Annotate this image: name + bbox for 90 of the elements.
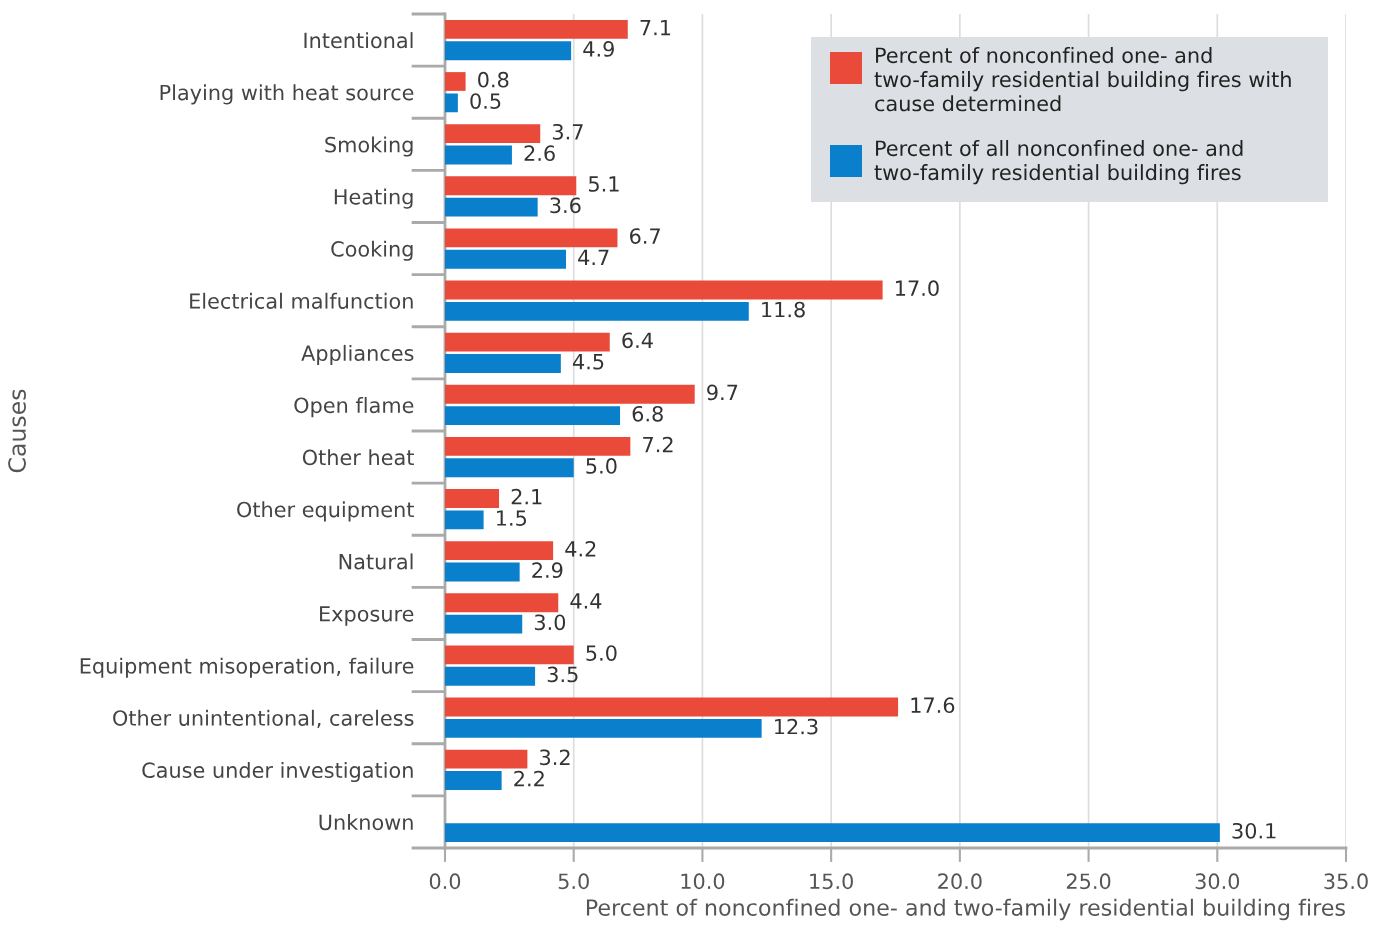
data-label: 4.2: [565, 540, 596, 557]
data-label: 2.2: [514, 770, 544, 787]
data-label: 5.0: [586, 645, 617, 661]
y-tick-label: Open flame: [294, 397, 414, 418]
data-label: 2.1: [511, 488, 542, 505]
y-tick-label: Cause under investigation: [142, 761, 413, 783]
y-tick-label: Playing with heat source: [160, 84, 414, 105]
data-label: 2.6: [524, 145, 555, 162]
bar: [445, 666, 536, 686]
data-label: 9.7: [707, 384, 738, 401]
data-label: 6.7: [630, 228, 660, 244]
bar: [445, 72, 466, 91]
x-tick-label: 20.0: [938, 873, 982, 890]
data-label: 11.8: [762, 301, 805, 318]
legend-label: Percent of all nonconfined one- and two-family residential building fires: [874, 140, 1243, 185]
bar: [445, 510, 484, 530]
bar: [445, 458, 574, 478]
bar: [445, 280, 883, 300]
bar: [445, 124, 541, 144]
y-tick-label: Intentional: [304, 32, 413, 49]
bar: [445, 406, 621, 426]
bar: [445, 645, 574, 665]
data-label: 0.8: [478, 71, 509, 88]
bar: [445, 436, 631, 456]
y-tick-label: Equipment misoperation, failure: [80, 657, 414, 678]
data-label: 3.7: [552, 123, 583, 140]
bar: [445, 749, 528, 769]
bar: [445, 93, 458, 113]
data-label: 17.0: [896, 280, 939, 297]
bar: [445, 823, 1220, 843]
x-tick-label: 25.0: [1066, 873, 1111, 890]
x-tick-label: 30.0: [1195, 873, 1240, 890]
data-label: 1.5: [497, 510, 527, 526]
y-tick-label: Smoking: [325, 136, 413, 157]
data-label: 4.7: [578, 249, 609, 265]
y-tick-label: Unknown: [319, 814, 413, 831]
data-label: 6.4: [622, 332, 653, 349]
data-label: 17.6: [911, 697, 955, 714]
y-tick-label: Electrical malfunction: [190, 292, 413, 309]
data-label: 30.1: [1232, 822, 1276, 839]
y-tick-label: Other equipment: [237, 501, 414, 522]
data-label: 5.1: [589, 176, 619, 192]
x-tick-label: 0.0: [429, 873, 461, 890]
y-axis-title: Causes: [8, 389, 26, 473]
data-label: 4.5: [572, 354, 604, 370]
x-tick-label: 10.0: [681, 873, 725, 890]
bar: [445, 593, 559, 613]
data-label: 3.2: [540, 749, 570, 766]
bar: [445, 301, 749, 321]
data-label: 6.8: [632, 405, 663, 422]
x-tick-label: 35.0: [1324, 873, 1368, 890]
x-tick-label: 15.0: [810, 873, 853, 890]
bar: [445, 614, 523, 634]
bar: [445, 489, 500, 508]
bar: [445, 197, 538, 217]
bar: [445, 771, 502, 790]
data-label: 7.2: [643, 436, 673, 453]
data-label: 3.6: [550, 197, 581, 214]
y-tick-label: Other unintentional, careless: [113, 709, 414, 729]
data-label: 4.9: [583, 41, 614, 57]
data-label: 7.1: [640, 19, 671, 36]
bar: [445, 176, 577, 196]
data-label: 4.4: [570, 593, 602, 609]
y-tick-label: Other heat: [302, 449, 414, 466]
bar: [445, 249, 566, 269]
x-tick-label: 5.0: [558, 873, 589, 890]
y-tick-label: Appliances: [301, 344, 414, 366]
bar: [445, 384, 695, 404]
bar: [445, 41, 572, 61]
y-tick-label: Exposure: [320, 606, 414, 626]
data-label: 0.5: [470, 93, 501, 109]
y-tick-label: Heating: [334, 188, 413, 209]
data-label: 5.0: [586, 458, 617, 474]
data-label: 2.9: [532, 562, 563, 579]
x-axis-title: Percent of nonconfined one- and two-family residential building fires: [586, 898, 1345, 921]
bar: [445, 562, 520, 582]
bar: [445, 332, 610, 352]
bar: [445, 541, 554, 561]
legend-label: Percent of nonconfined one- and two-family residential building fires with cause determined: [874, 47, 1291, 112]
y-tick-label: Cooking: [331, 240, 413, 261]
y-tick-label: Natural: [339, 553, 413, 570]
bar: [445, 718, 762, 738]
data-label: 3.0: [534, 614, 566, 631]
bar: [445, 697, 899, 717]
data-label: 12.3: [775, 718, 818, 735]
bar: [445, 228, 618, 248]
bar: [445, 354, 561, 373]
data-label: 3.5: [547, 666, 578, 683]
bar: [445, 19, 628, 39]
bar: [445, 145, 512, 165]
